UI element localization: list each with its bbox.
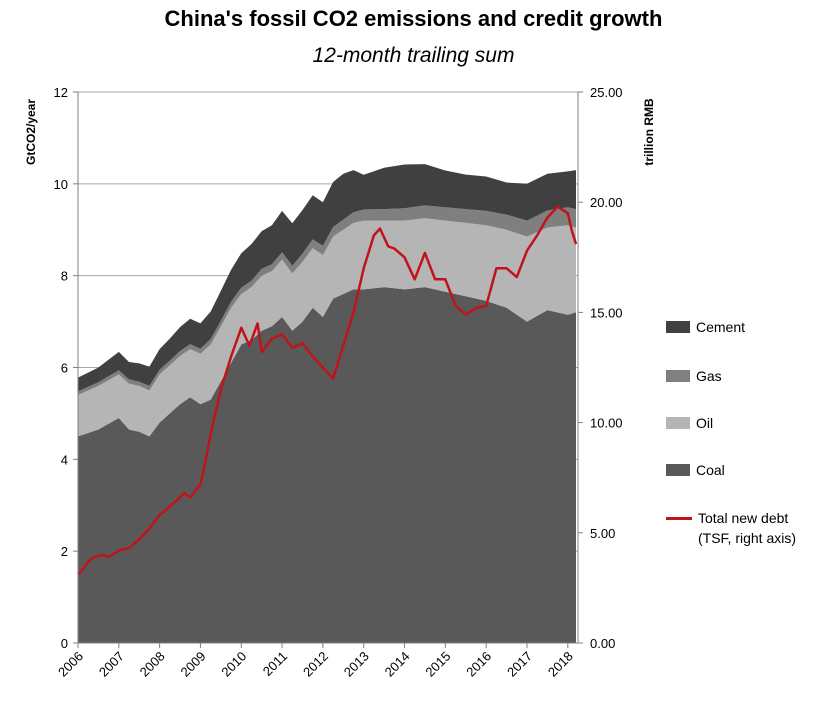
area-coal: [78, 287, 576, 643]
y2-tick-label: 15.00: [590, 305, 623, 320]
legend-swatch: [666, 321, 690, 333]
x-tick-label: 2012: [300, 649, 331, 680]
legend-item-oil: Oil: [666, 414, 713, 432]
y-tick-label: 2: [61, 544, 68, 559]
area-cement: [78, 164, 576, 392]
legend-label: Oil: [696, 415, 714, 431]
y2-tick-label: 0.00: [590, 636, 615, 651]
legend-label: Gas: [696, 368, 722, 384]
y-tick-label: 8: [61, 269, 68, 284]
y2-tick-label: 5.00: [590, 526, 615, 541]
y-tick-label: 4: [61, 452, 68, 467]
chart-title: China's fossil CO2 emissions and credit …: [164, 6, 663, 31]
y-tick-label: 0: [61, 636, 68, 651]
legend-swatch: [666, 417, 690, 429]
x-tick-label: 2018: [545, 649, 576, 680]
legend-label: Coal: [696, 462, 725, 478]
x-tick-label: 2013: [341, 649, 372, 680]
stacked-areas: [78, 164, 576, 643]
y-axis-title: GtCO2/year: [24, 99, 38, 165]
legend-item-gas: Gas: [666, 367, 722, 385]
x-tick-label: 2016: [463, 649, 494, 680]
x-tick-label: 2010: [218, 649, 249, 680]
chart-subtitle: 12-month trailing sum: [312, 44, 515, 67]
legend-item-debt: Total new debt (TSF, right axis): [666, 508, 796, 548]
legend-swatch: [666, 464, 690, 476]
debt-line: [77, 205, 578, 576]
y2-tick-label: 20.00: [590, 195, 623, 210]
area-oil: [78, 218, 576, 437]
y-tick-label: 10: [54, 177, 68, 192]
legend-swatch: [666, 370, 690, 382]
y2-axis-title: trillion RMB: [642, 98, 656, 166]
debt-line-layer: [77, 205, 578, 576]
legend-line-icon: [666, 516, 692, 520]
x-tick-label: 2008: [137, 649, 168, 680]
x-tick-label: 2015: [422, 649, 453, 680]
x-tick-label: 2017: [504, 649, 535, 680]
y-tick-label: 12: [54, 85, 68, 100]
y2-tick-label: 10.00: [590, 416, 623, 431]
y-tick-label: 6: [61, 361, 68, 376]
y2-tick-label: 25.00: [590, 85, 623, 100]
x-tick-label: 2014: [382, 649, 413, 680]
x-tick-label: 2006: [55, 649, 86, 680]
x-tick-label: 2009: [178, 649, 209, 680]
legend-label-debt-1: Total new debt: [698, 510, 789, 526]
legend-label-debt-2: (TSF, right axis): [698, 530, 797, 546]
legend-label: Cement: [696, 319, 746, 335]
x-tick-label: 2011: [260, 649, 290, 679]
x-tick-label: 2007: [96, 649, 127, 680]
legend-item-coal: Coal: [666, 461, 725, 479]
legend-item-cement: Cement: [666, 318, 745, 336]
area-gas: [78, 205, 576, 395]
